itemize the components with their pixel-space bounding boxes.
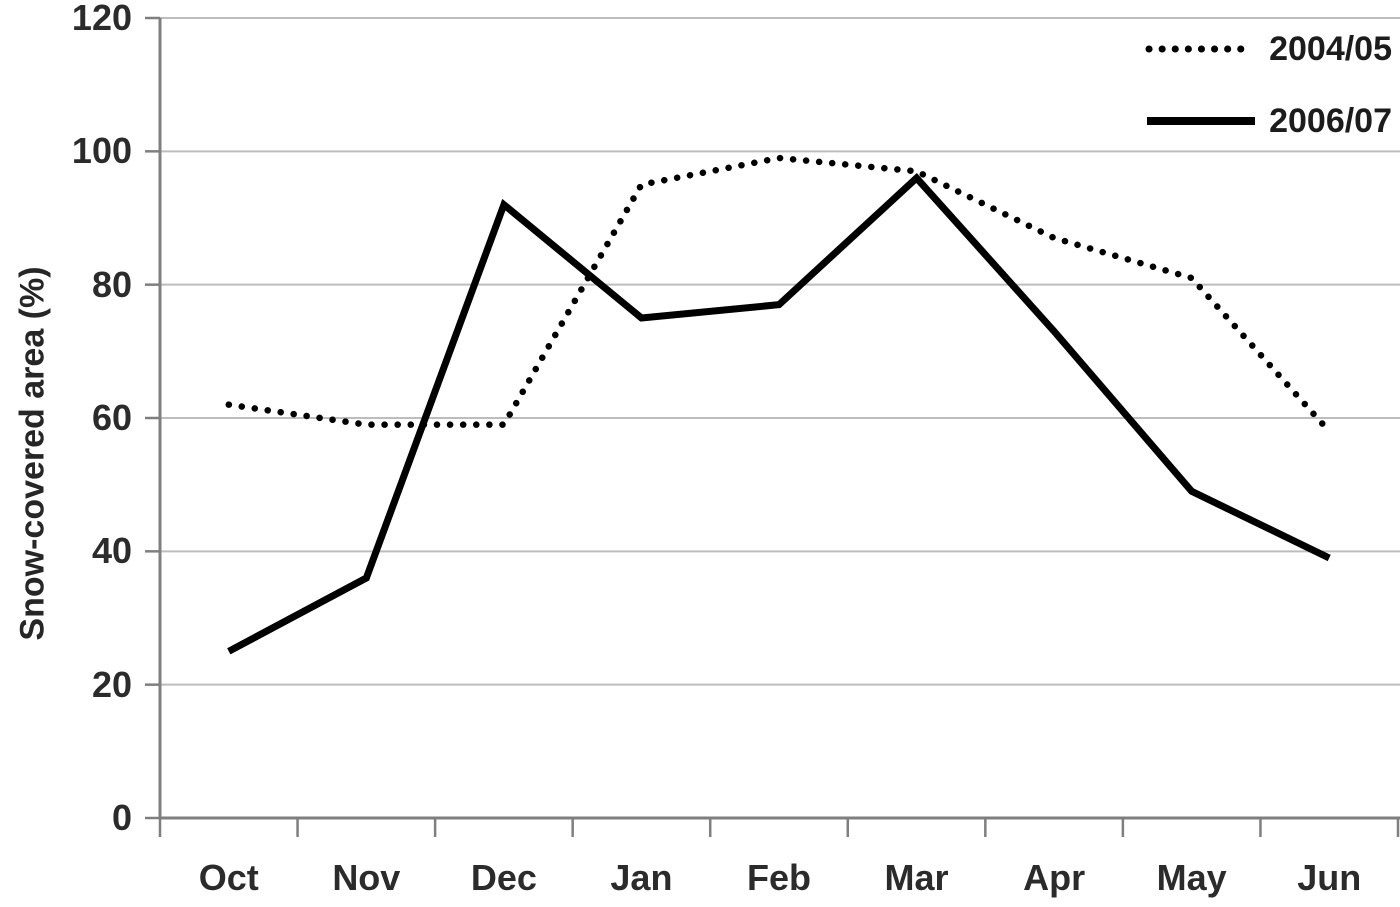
y-tick-label: 20 <box>91 663 132 705</box>
y-tick-label: 40 <box>91 530 132 572</box>
legend-item-2004-05: 2004/05 <box>1145 24 1392 74</box>
gridlines <box>160 17 1400 819</box>
series-line-2004-05 <box>225 154 1333 435</box>
series-line-2006-07 <box>227 173 1331 655</box>
y-tick-label: 100 <box>71 130 132 172</box>
x-tick-label: May <box>1156 857 1227 898</box>
x-tick-label: Jun <box>1297 857 1362 898</box>
y-tick-label: 120 <box>71 0 132 38</box>
x-tick-label: Feb <box>746 857 811 898</box>
axis-ticks <box>145 16 1400 837</box>
x-tick-label: Dec <box>470 857 537 898</box>
dotted-line-sample-icon <box>1145 45 1257 53</box>
x-tick-label: Nov <box>332 857 401 898</box>
data-series <box>225 154 1333 655</box>
x-tick-label: Apr <box>1023 857 1086 898</box>
y-axis-title: Snow-covered area (%) <box>13 266 52 641</box>
y-tick-label: 80 <box>91 263 132 305</box>
y-tick-label: 0 <box>111 797 132 838</box>
x-tick-label: Jan <box>610 857 673 898</box>
x-tick-label: Oct <box>198 857 259 898</box>
solid-line-sample-icon <box>1147 117 1256 125</box>
legend-label: 2006/07 <box>1269 102 1392 140</box>
x-tick-label: Mar <box>884 857 949 898</box>
legend-item-2006-07: 2006/07 <box>1145 96 1392 146</box>
legend: 2004/05 2006/07 <box>1145 24 1392 168</box>
legend-label: 2004/05 <box>1269 30 1392 68</box>
y-tick-label: 60 <box>91 397 132 438</box>
